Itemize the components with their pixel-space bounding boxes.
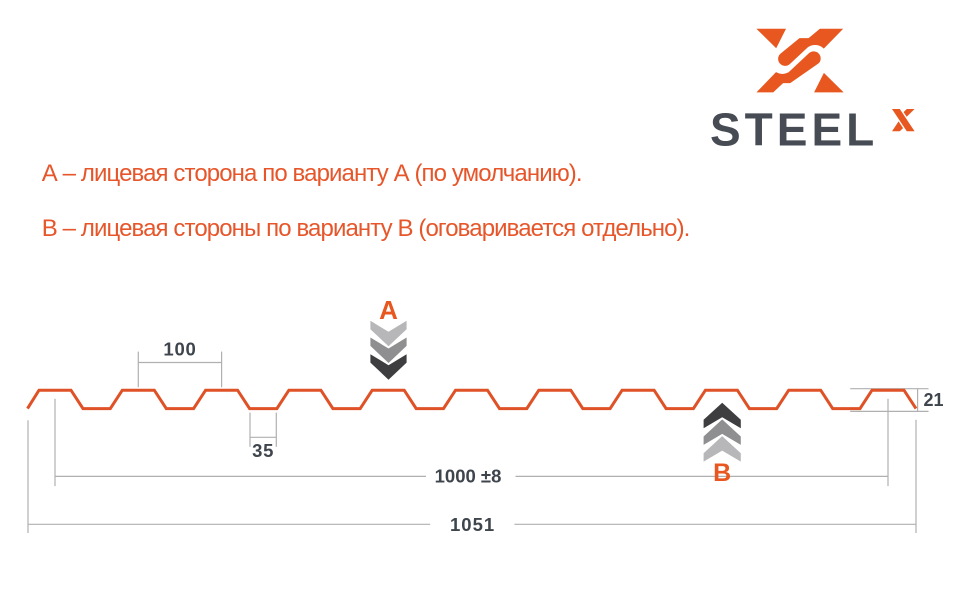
svg-text:А – лицевая сторона по вариант: А – лицевая сторона по варианту А (по ум… [42, 160, 582, 187]
svg-text:STEEL: STEEL [710, 103, 878, 155]
svg-text:100: 100 [163, 339, 196, 360]
svg-text:А: А [379, 295, 398, 325]
svg-text:В – лицевая стороны по вариант: В – лицевая стороны по варианту В (огова… [42, 215, 690, 242]
svg-text:1000 ±8: 1000 ±8 [435, 465, 502, 486]
svg-text:21: 21 [924, 390, 944, 410]
svg-text:В: В [713, 459, 731, 487]
svg-text:1051: 1051 [450, 514, 495, 535]
svg-text:35: 35 [252, 440, 274, 461]
